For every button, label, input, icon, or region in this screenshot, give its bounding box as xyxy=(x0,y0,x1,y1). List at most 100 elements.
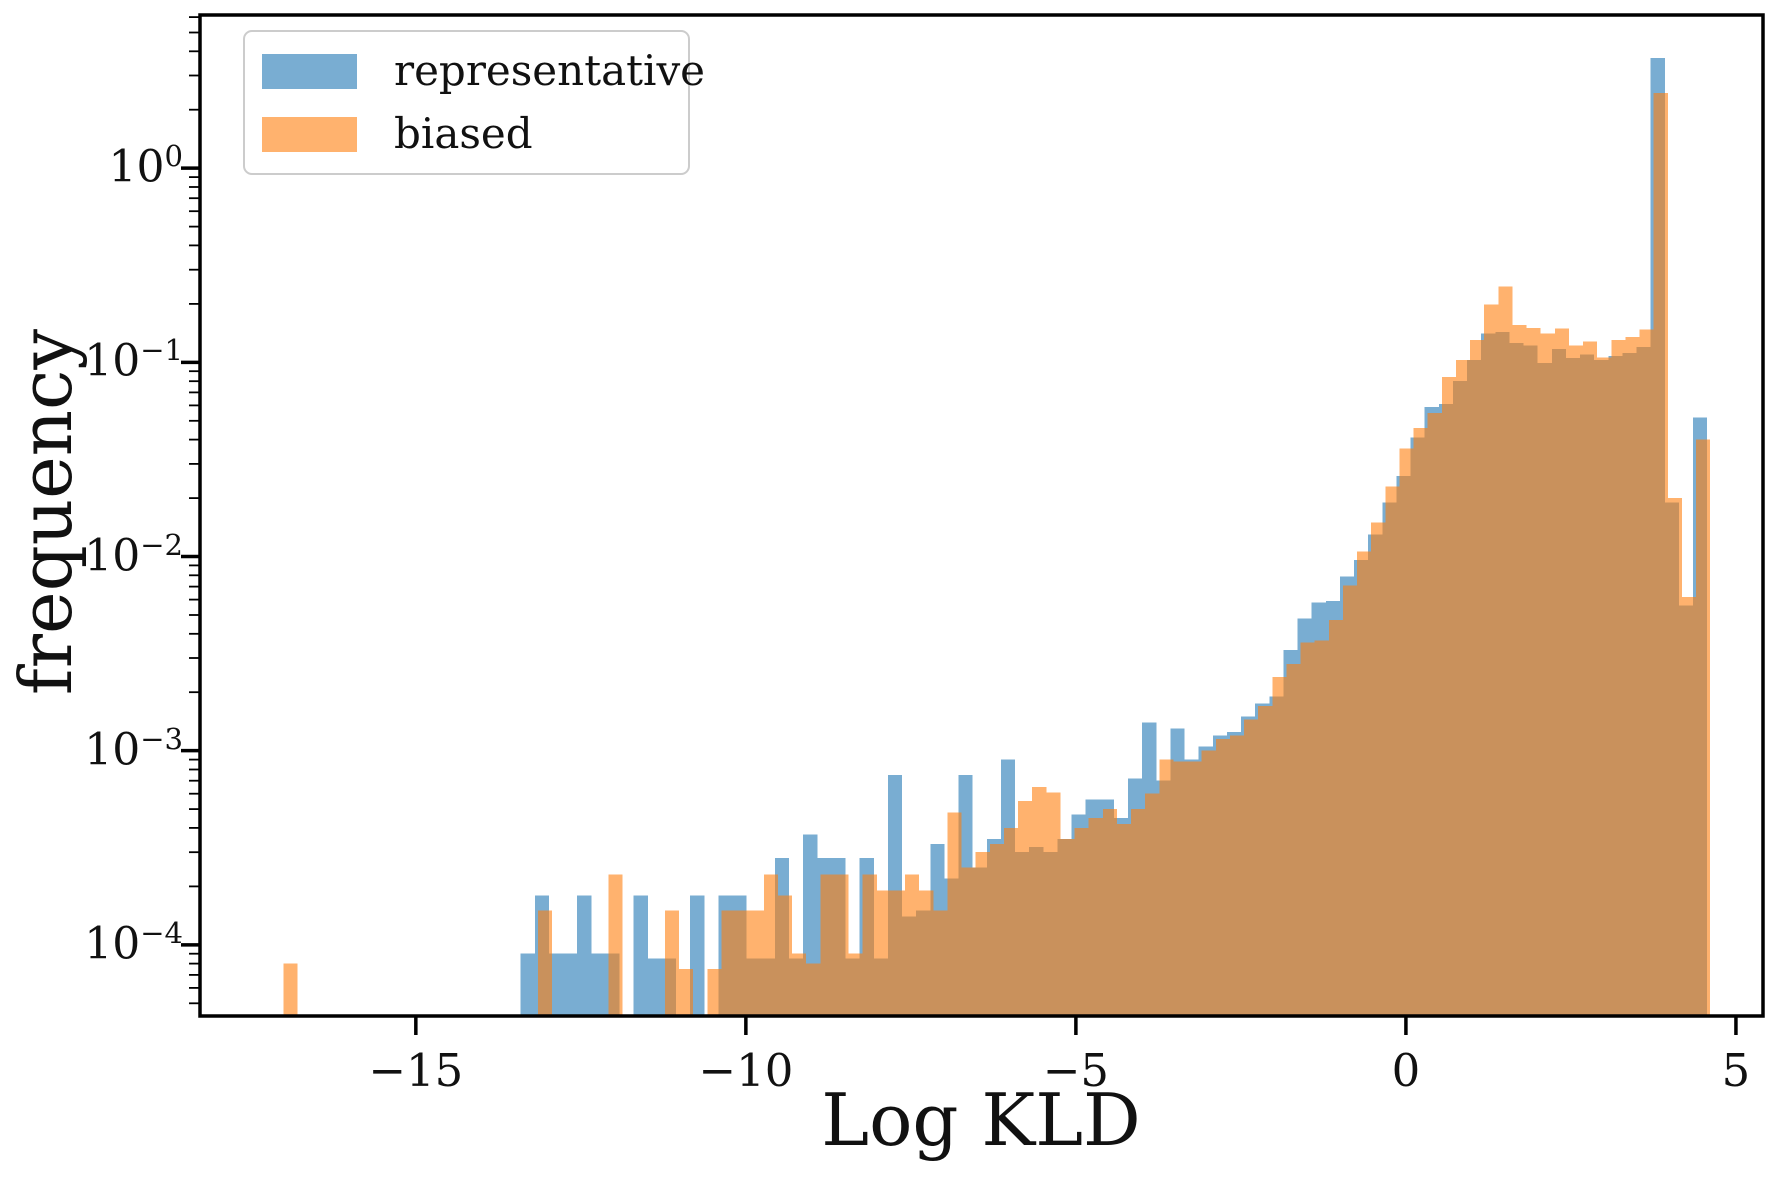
bar-biased xyxy=(1413,427,1428,1016)
bar-biased xyxy=(1018,801,1033,1016)
x-tick-label: 5 xyxy=(1721,1044,1751,1097)
x-tick-label: −10 xyxy=(698,1044,794,1097)
bar-biased xyxy=(961,867,976,1016)
bar-biased xyxy=(749,910,764,1016)
bar-biased xyxy=(1583,341,1598,1016)
bar-biased xyxy=(1667,498,1682,1016)
bar-biased xyxy=(763,874,778,1016)
bar-biased xyxy=(1258,705,1273,1016)
bar-biased xyxy=(862,874,877,1016)
x-tick-label: 0 xyxy=(1391,1044,1421,1097)
bar-biased xyxy=(1512,324,1527,1017)
bar-biased xyxy=(1131,809,1146,1016)
bar-biased xyxy=(876,890,891,1016)
bar-biased xyxy=(1441,377,1456,1016)
bar-representative xyxy=(548,953,564,1016)
x-axis-label: Log KLD xyxy=(821,1078,1141,1162)
bar-biased xyxy=(1342,585,1358,1016)
legend-swatch-biased xyxy=(262,116,357,152)
bar-biased xyxy=(1371,522,1386,1016)
bar-biased xyxy=(1300,642,1315,1016)
bar-biased xyxy=(1385,486,1400,1016)
bar-biased xyxy=(989,844,1004,1016)
bar-biased xyxy=(1696,439,1711,1017)
bar-biased xyxy=(1074,827,1089,1016)
bar-biased xyxy=(1272,676,1287,1016)
bar-biased xyxy=(777,895,793,1016)
bar-biased xyxy=(1399,448,1414,1016)
bar-biased xyxy=(1060,839,1075,1016)
legend-item-biased: biased xyxy=(262,113,668,155)
bar-representative xyxy=(690,895,705,1016)
x-tick-label: −5 xyxy=(1042,1044,1110,1097)
bar-biased xyxy=(1215,738,1230,1016)
bar-representative xyxy=(577,895,592,1016)
bar-biased xyxy=(1159,759,1174,1016)
y-tick-label: 100 xyxy=(108,138,183,193)
bar-biased xyxy=(933,910,948,1016)
bar-biased xyxy=(1625,337,1640,1016)
bar-biased xyxy=(1201,750,1216,1016)
axis-ticks xyxy=(181,16,1738,1035)
legend-item-representative: representative xyxy=(262,50,705,92)
legend-swatch-representative xyxy=(262,53,357,89)
bar-representative xyxy=(563,953,578,1016)
y-tick-label: 10−2 xyxy=(84,527,183,581)
bar-biased xyxy=(1187,761,1202,1016)
bar-biased xyxy=(1003,827,1019,1016)
bar-representative xyxy=(591,953,606,1016)
bar-biased xyxy=(1046,792,1061,1016)
bar-biased xyxy=(1116,823,1132,1016)
bar-representative xyxy=(647,958,662,1016)
bar-biased xyxy=(1455,359,1471,1017)
bar-biased xyxy=(1681,596,1697,1016)
y-tick-label: 10−3 xyxy=(84,721,183,776)
bar-biased xyxy=(1145,793,1160,1016)
bar-biased xyxy=(1639,329,1654,1016)
bar-biased xyxy=(1314,640,1329,1016)
bar-biased xyxy=(1032,786,1047,1016)
bar-biased xyxy=(1526,328,1541,1016)
bar-biased xyxy=(1484,304,1499,1016)
legend-label-biased: biased xyxy=(394,109,533,158)
bar-biased xyxy=(905,874,920,1016)
plot-frame xyxy=(198,13,1765,1018)
bar-biased xyxy=(1229,735,1245,1016)
bar-biased xyxy=(848,953,863,1016)
bar-biased xyxy=(890,890,906,1016)
bar-biased xyxy=(1328,620,1343,1016)
bar-biased xyxy=(1554,328,1569,1017)
bar-biased xyxy=(1470,340,1485,1017)
bar-biased xyxy=(1427,412,1442,1016)
bar-biased xyxy=(1540,333,1555,1016)
bar-biased xyxy=(608,874,623,1016)
bar-biased xyxy=(947,812,962,1016)
bar-biased xyxy=(1173,761,1188,1016)
bar-biased xyxy=(1286,663,1301,1016)
bar-biased xyxy=(806,963,821,1016)
bar-biased xyxy=(707,969,722,1016)
y-tick-label: 10−1 xyxy=(84,333,183,387)
bar-biased xyxy=(834,874,849,1016)
bar-biased xyxy=(1611,340,1626,1017)
bar-biased xyxy=(1244,719,1259,1016)
legend: representative biased xyxy=(243,30,705,175)
bar-biased xyxy=(975,852,990,1016)
bar-biased xyxy=(1597,357,1612,1016)
bar-biased xyxy=(735,910,750,1016)
bar-representative xyxy=(633,895,648,1016)
bar-biased xyxy=(1357,551,1372,1016)
bar-biased xyxy=(1653,92,1668,1016)
bar-biased xyxy=(1568,345,1584,1016)
bar-biased xyxy=(820,874,835,1016)
bar-biased xyxy=(1498,286,1513,1016)
bar-biased xyxy=(919,890,934,1016)
bar-biased xyxy=(537,910,552,1016)
bar-biased xyxy=(664,910,680,1016)
x-tick-label: −15 xyxy=(368,1044,464,1097)
bar-representative xyxy=(520,953,535,1016)
bar-biased xyxy=(1088,818,1103,1016)
bar-biased xyxy=(679,969,694,1016)
